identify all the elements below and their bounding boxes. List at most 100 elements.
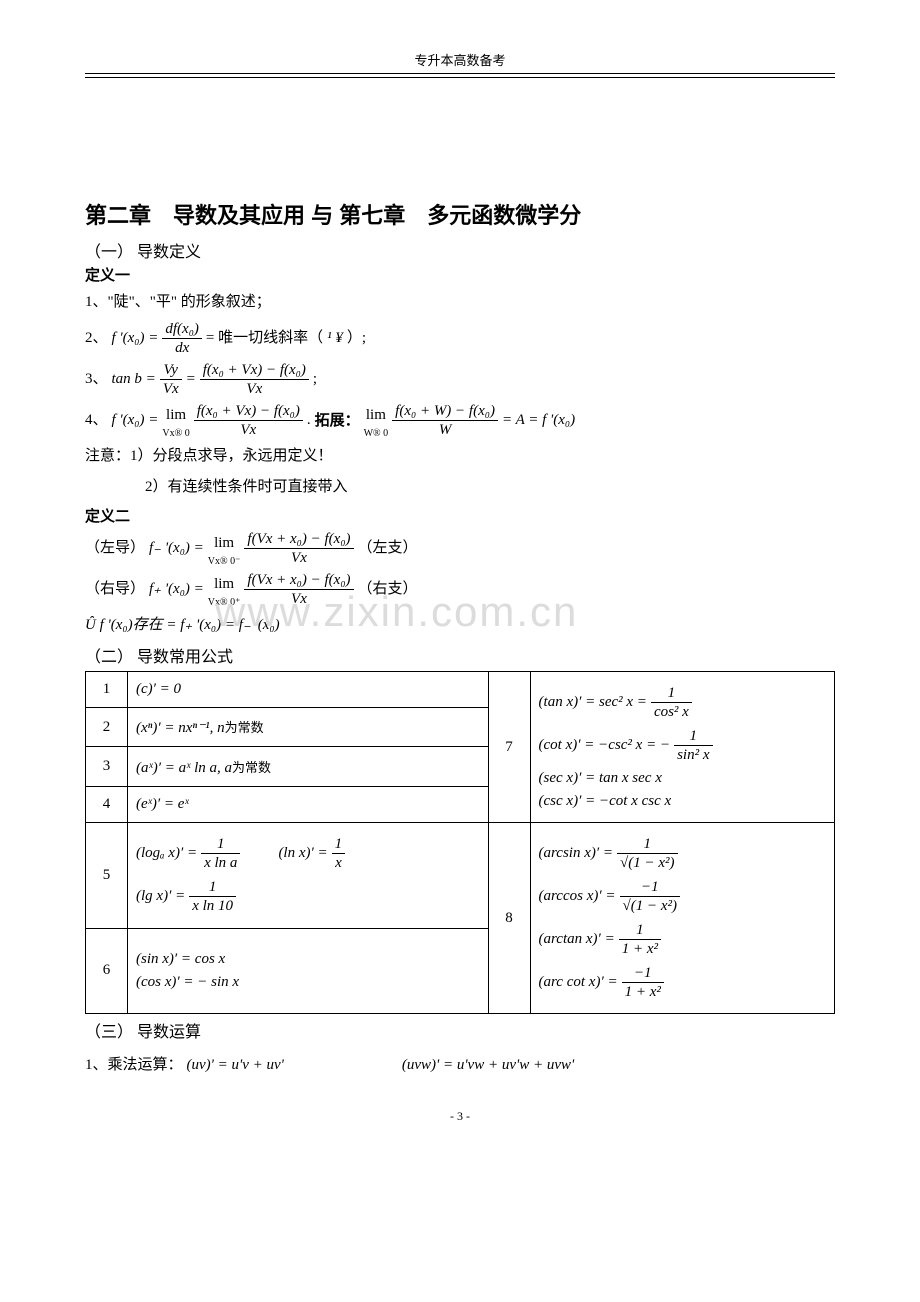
left-der-lim: lim Vx® 0⁻	[208, 530, 241, 567]
item1-label: 1、乘法运算：	[85, 1052, 183, 1079]
frac-num: 1	[619, 921, 661, 940]
row-index: 1	[86, 672, 128, 708]
item4-ext-rhs: = A = f '(x₀)	[502, 407, 575, 434]
formula: (arccos x)′ =	[539, 888, 616, 905]
formula: (eˣ)′ = eˣ	[136, 796, 189, 812]
def1-item4: 4、 f '(x₀) = lim Vx® 0 f(x₀ + Vx) − f(x₀…	[85, 402, 835, 439]
frac-num: 1	[201, 835, 240, 854]
frac: 1 1 + x²	[619, 921, 661, 958]
row-index: 8	[488, 823, 530, 1014]
frac-den: √(1 − x²)	[617, 854, 678, 872]
note2: 2）有连续性条件时可直接带入	[85, 474, 835, 501]
item3-lhs: tan b =	[112, 366, 156, 393]
formula-cell: (arcsin x)′ = 1 √(1 − x²) (arccos x)′ = …	[530, 823, 834, 1014]
formula-cell: (eˣ)′ = eˣ	[128, 787, 489, 823]
formula: (cos x)′ = − sin x	[136, 974, 239, 990]
right-derivative: （右导） f₊ '(x₀) = lim Vx® 0⁺ f(Vx + x₀) − …	[85, 571, 835, 608]
frac-den: √(1 − x²)	[620, 897, 681, 915]
frac-den: 1 + x²	[622, 983, 664, 1001]
lim-text: lim	[208, 571, 241, 598]
frac-num: f(Vx + x₀) − f(x₀)	[244, 530, 353, 549]
frac: 1 √(1 − x²)	[617, 835, 678, 872]
sec3-item1: 1、乘法运算： (uv)' = u'v + uv' (uvw)' = u'vw …	[85, 1052, 835, 1079]
frac: −1 1 + x²	[622, 964, 664, 1001]
formula: (lg x)′ =	[136, 888, 185, 905]
lim-text: lim	[364, 402, 389, 429]
item4-lim: lim Vx® 0	[162, 402, 189, 439]
right-der-frac: f(Vx + x₀) − f(x₀) Vx	[244, 571, 353, 608]
left-der-suffix: （左支）	[358, 535, 418, 562]
formula: (arcsin x)′ =	[539, 845, 614, 862]
frac-num: 1	[651, 684, 692, 703]
definition-2-title: 定义二	[85, 505, 835, 526]
frac: 1 cos² x	[651, 684, 692, 721]
formula: (sin x)′ = cos x	[136, 951, 225, 967]
section-3-heading: （三） 导数运算	[85, 1018, 835, 1042]
left-der-label: （左导）	[85, 535, 145, 562]
def1-item1: 1、"陡"、"平" 的形象叙述；	[85, 289, 835, 316]
formula: (logₐ x)′ =	[136, 845, 197, 862]
frac-den: x ln a	[201, 854, 240, 872]
left-der-frac: f(Vx + x₀) − f(x₀) Vx	[244, 530, 353, 567]
item1-eq1: (uv)' = u'v + uv'	[187, 1052, 284, 1079]
item2-lhs: f '(x₀) =	[112, 325, 159, 352]
item2-fraction: df(x₀) dx	[162, 320, 202, 357]
row-index: 2	[86, 707, 128, 747]
frac: 1 x ln 10	[189, 878, 236, 915]
item3-eq: =	[186, 366, 196, 393]
frac-num: 1	[617, 835, 678, 854]
item2-prefix: 2、	[85, 325, 108, 352]
right-der-suffix: （右支）	[358, 576, 418, 603]
existence-line: Û f '(x₀)存在 = f₊ '(x₀) = f₋ '(x₀)	[85, 612, 835, 639]
page-footer: - 3 -	[85, 1109, 835, 1124]
frac: 1 x	[332, 835, 346, 872]
item1-eq2: (uvw)' = u'vw + uv'w + uvw'	[402, 1052, 574, 1079]
frac-den: dx	[162, 339, 202, 357]
note: 为常数	[232, 760, 271, 775]
frac-num: 1	[674, 727, 712, 746]
formula: (xⁿ)′ = nxⁿ⁻¹, n	[136, 720, 225, 736]
section-1-heading: （一） 导数定义	[85, 238, 835, 262]
right-der-label: （右导）	[85, 576, 145, 603]
frac-den: Vx	[244, 590, 353, 608]
item4-ext-label: 拓展：	[315, 407, 360, 434]
item2-end: ）;	[347, 325, 366, 352]
lim-under: Vx® 0	[162, 429, 189, 439]
frac: 1 sin² x	[674, 727, 712, 764]
formula: (c)′ = 0	[136, 681, 181, 697]
frac-num: df(x₀)	[162, 320, 202, 339]
left-der-lhs: f₋ '(x₀) =	[149, 535, 204, 562]
right-der-lhs: f₊ '(x₀) =	[149, 576, 204, 603]
row-index: 6	[86, 928, 128, 1013]
derivative-formula-table: 1 (c)′ = 0 7 (tan x)′ = sec² x = 1 cos² …	[85, 671, 835, 1014]
formula: (csc x)′ = −cot x csc x	[539, 793, 672, 809]
formula-cell: (aˣ)′ = aˣ ln a, a为常数	[128, 747, 489, 787]
lim-under: W® 0	[364, 429, 389, 439]
item3-end: ;	[313, 366, 317, 393]
lim-text: lim	[162, 402, 189, 429]
definition-1-title: 定义一	[85, 264, 835, 285]
right-der-lim: lim Vx® 0⁺	[208, 571, 241, 608]
formula-cell: (sin x)′ = cos x (cos x)′ = − sin x	[128, 928, 489, 1013]
frac-den: sin² x	[674, 746, 712, 764]
formula-cell: (xⁿ)′ = nxⁿ⁻¹, n为常数	[128, 707, 489, 747]
item4-prefix: 4、	[85, 407, 108, 434]
frac-den: Vx	[194, 421, 303, 439]
formula: (cot x)′ = −csc² x = −	[539, 737, 671, 754]
header-rule	[85, 77, 835, 78]
frac-num: f(Vx + x₀) − f(x₀)	[244, 571, 353, 590]
lim-under: Vx® 0⁺	[208, 598, 241, 608]
formula: (ln x)′ =	[278, 845, 327, 862]
frac-num: 1	[332, 835, 346, 854]
formula: (tan x)′ = sec² x =	[539, 694, 647, 711]
frac-num: f(x₀ + Vx) − f(x₀)	[194, 402, 303, 421]
def1-item2: 2、 f '(x₀) = df(x₀) dx = 唯一切线斜率（ ¹ ¥ ）;	[85, 320, 835, 357]
item4-frac: f(x₀ + Vx) − f(x₀) Vx	[194, 402, 303, 439]
frac-num: f(x₀ + W) − f(x₀)	[392, 402, 498, 421]
item2-symbol: ¹ ¥	[327, 325, 343, 352]
page-header: 专升本高数备考	[85, 50, 835, 74]
row-index: 4	[86, 787, 128, 823]
lim-under: Vx® 0⁻	[208, 557, 241, 567]
item4-ext-lim: lim W® 0	[364, 402, 389, 439]
frac-den: Vx	[160, 380, 182, 398]
